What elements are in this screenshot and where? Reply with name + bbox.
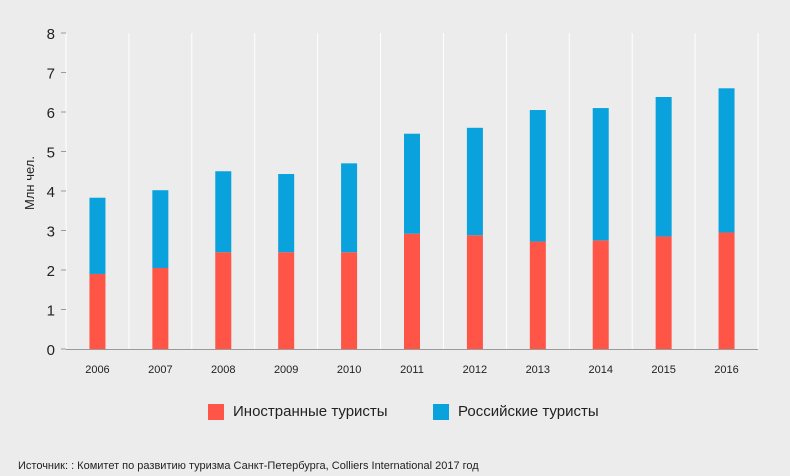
legend-label-russian: Российские туристы	[458, 403, 599, 420]
bar-foreign	[89, 273, 106, 349]
bar-russian	[89, 197, 106, 274]
source-note: Источник: : Комитет по развитию туризма …	[18, 460, 479, 472]
bar-foreign	[592, 240, 609, 349]
x-tick-label: 2007	[148, 364, 172, 376]
bar-foreign	[215, 252, 232, 349]
bar-foreign	[466, 235, 483, 349]
y-tick-label: 6	[47, 105, 55, 122]
y-tick-label: 3	[47, 224, 55, 241]
bar-russian	[152, 190, 169, 269]
bar-russian	[655, 96, 672, 237]
bar-russian	[466, 127, 483, 236]
legend-swatch-russian	[433, 403, 449, 420]
x-tick-label: 2016	[714, 364, 738, 376]
legend-item-russian: Российские туристы	[433, 403, 599, 420]
bar-foreign	[404, 233, 420, 349]
x-tick-label: 2014	[588, 364, 612, 376]
legend-item-foreign: Иностранные туристы	[208, 403, 388, 420]
y-tick-label: 7	[47, 66, 55, 83]
bar-russian	[592, 108, 609, 241]
y-tick-label: 4	[47, 184, 55, 201]
bar-foreign	[655, 236, 672, 349]
legend-swatch-foreign	[208, 403, 224, 420]
chart-svg: 0 1 2 3 4 5 6 7 8 Млн чел. 2006 2007 2008 2009 2010 201…	[22, 26, 759, 376]
x-tick-label: 2011	[400, 364, 424, 376]
x-tick-label: 2012	[463, 364, 487, 376]
bar-russian	[278, 174, 295, 253]
bar-foreign	[529, 241, 546, 349]
bar-russian	[529, 110, 546, 242]
bar-russian	[404, 133, 420, 234]
bar-foreign	[152, 268, 169, 349]
bar-foreign	[341, 252, 358, 349]
bar-russian	[215, 171, 232, 253]
y-tick-label: 1	[47, 303, 55, 320]
y-tick-label: 5	[47, 145, 55, 162]
x-tick-label: 2013	[526, 364, 550, 376]
legend-label-foreign: Иностранные туристы	[233, 403, 388, 420]
x-tick-label: 2010	[337, 364, 361, 376]
legend: Иностранные туристы Российские туристы	[0, 403, 790, 427]
bar-russian	[718, 88, 735, 233]
x-tick-label: 2006	[85, 364, 109, 376]
x-tick-label: 2008	[211, 364, 235, 376]
bar-russian	[341, 163, 358, 253]
x-tick-label: 2009	[274, 364, 298, 376]
y-tick-label: 8	[47, 26, 55, 43]
y-axis-label: Млн чел.	[22, 156, 37, 210]
y-tick-label: 0	[47, 342, 55, 359]
bar-foreign	[278, 252, 295, 349]
x-tick-label: 2015	[651, 364, 675, 376]
y-tick-label: 2	[47, 263, 55, 280]
bar-foreign	[718, 232, 735, 349]
